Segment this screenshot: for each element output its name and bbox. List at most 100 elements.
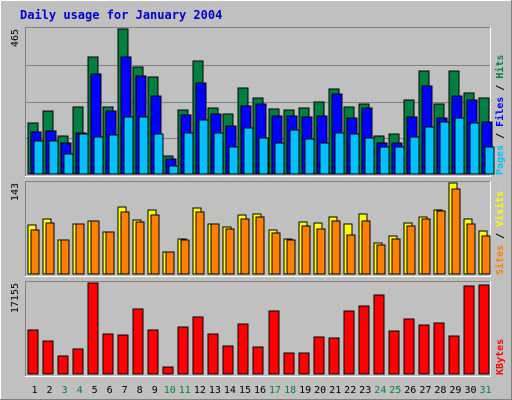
bar-sites-day-2 (45, 222, 55, 275)
bar-pages-day-29 (454, 117, 465, 175)
bar-pages-day-18 (289, 129, 300, 175)
x-tick-label: 28 (434, 385, 446, 396)
bar-sites-day-12 (195, 211, 205, 275)
bar-kbytes-day-6 (102, 333, 114, 375)
bar-kbytes-day-1 (27, 329, 39, 375)
bar-kbytes-day-20 (313, 336, 325, 375)
panel-visits-ymax-label: 143 (10, 183, 21, 201)
x-tick-label: 26 (404, 385, 416, 396)
bar-sites-day-9 (150, 214, 160, 275)
bar-kbytes-day-21 (328, 337, 340, 375)
bar-pages-day-12 (198, 119, 209, 175)
bar-pages-day-5 (93, 136, 104, 175)
bar-kbytes-day-12 (192, 316, 204, 375)
bar-pages-day-25 (394, 146, 405, 175)
x-axis-labels: 1 2 3 4 5 6 7 8 9 10 11 12 13 14 15 16 17 18 19 20 21 22 23 24 2… (31, 385, 491, 396)
panel-visits-bars (27, 182, 491, 275)
bar-kbytes-day-2 (42, 340, 54, 375)
bar-sites-day-10 (165, 251, 175, 275)
panel-usage-legend: Pages / Files / Hits (494, 55, 506, 175)
bar-kbytes-day-29 (448, 335, 460, 375)
panels-layer: 465 Pages / Files / Hits 143 Sites / Visits… (10, 27, 506, 377)
bar-sites-day-17 (271, 232, 281, 275)
bar-pages-day-16 (258, 137, 269, 175)
bar-pages-day-26 (409, 136, 420, 175)
bar-pages-day-22 (349, 133, 360, 175)
x-tick-label: 25 (389, 385, 401, 396)
legend-entry: / (495, 227, 506, 245)
x-tick-label: 22 (344, 385, 356, 396)
bar-pages-day-24 (379, 146, 390, 175)
bar-kbytes-day-11 (177, 326, 189, 375)
x-tick-label: 30 (464, 385, 476, 396)
bar-pages-day-7 (123, 116, 134, 175)
x-tick-label: 6 (107, 385, 113, 396)
bar-sites-day-1 (30, 229, 40, 275)
bar-sites-day-16 (255, 216, 265, 275)
bar-sites-day-29 (451, 188, 461, 275)
bar-pages-day-27 (424, 126, 435, 175)
x-tick-label: 4 (77, 385, 83, 396)
panel-kbytes-ymax-label: 17155 (10, 283, 21, 313)
bar-kbytes-day-28 (433, 322, 445, 375)
x-tick-label: 18 (284, 385, 296, 396)
bar-kbytes-day-26 (403, 318, 415, 375)
x-tick-label: 7 (122, 385, 128, 396)
bar-pages-day-9 (153, 133, 164, 175)
bar-kbytes-day-25 (388, 330, 400, 375)
bar-pages-day-2 (48, 140, 59, 175)
bar-sites-day-27 (421, 218, 431, 275)
bar-kbytes-day-7 (117, 334, 129, 375)
legend-entry: KBytes (495, 339, 506, 375)
bar-pages-day-1 (33, 140, 44, 175)
legend-entry: Hits (494, 55, 506, 79)
x-tick-label: 8 (137, 385, 143, 396)
panel-visits-legend: Sites / Visits (494, 191, 506, 275)
x-tick-label: 13 (209, 385, 221, 396)
bar-sites-day-25 (391, 238, 401, 275)
panel-kbytes: 17155 KBytes (10, 281, 506, 377)
legend-entry: Pages (495, 145, 506, 175)
bar-pages-day-13 (213, 132, 224, 175)
panel-usage-ymax-label: 465 (10, 29, 21, 47)
bar-kbytes-day-9 (147, 329, 159, 375)
bar-kbytes-day-24 (373, 294, 385, 375)
x-tick-label: 9 (152, 385, 158, 396)
x-tick-label: 1 (31, 385, 37, 396)
bar-sites-day-6 (105, 231, 115, 275)
bar-sites-day-7 (120, 211, 130, 275)
bar-kbytes-day-22 (343, 310, 355, 375)
bar-pages-day-30 (469, 122, 480, 175)
bar-sites-day-21 (331, 220, 341, 275)
panel-kbytes-legend: KBytes (495, 339, 506, 375)
x-tick-label: 11 (179, 385, 191, 396)
panel-visits: 143 Sites / Visits (10, 181, 506, 277)
legend-entry: Files (494, 97, 506, 127)
bar-kbytes-day-31 (478, 284, 490, 375)
bar-sites-day-8 (135, 221, 145, 275)
bar-kbytes-day-15 (237, 323, 249, 375)
bar-kbytes-day-23 (358, 305, 370, 375)
bar-kbytes-day-3 (57, 355, 69, 375)
x-tick-label: 3 (62, 385, 68, 396)
bar-sites-day-23 (361, 220, 371, 275)
x-tick-label: 12 (194, 385, 206, 396)
bar-pages-day-23 (364, 137, 375, 175)
x-tick-label: 17 (269, 385, 281, 396)
bar-pages-day-11 (183, 132, 194, 175)
x-tick-label: 29 (449, 385, 461, 396)
legend-entry: / (495, 127, 506, 145)
bar-kbytes-day-13 (207, 333, 219, 375)
bar-pages-day-28 (439, 121, 450, 175)
x-tick-label: 21 (329, 385, 341, 396)
bar-pages-day-21 (334, 132, 345, 175)
bar-pages-day-8 (138, 116, 149, 175)
x-tick-label: 24 (374, 385, 386, 396)
x-tick-label: 20 (314, 385, 326, 396)
bar-pages-day-17 (274, 142, 285, 175)
bar-pages-day-14 (228, 146, 239, 175)
x-tick-label: 15 (239, 385, 251, 396)
bar-sites-day-14 (225, 228, 235, 275)
bar-kbytes-day-4 (72, 348, 84, 375)
bar-sites-day-5 (90, 220, 100, 275)
